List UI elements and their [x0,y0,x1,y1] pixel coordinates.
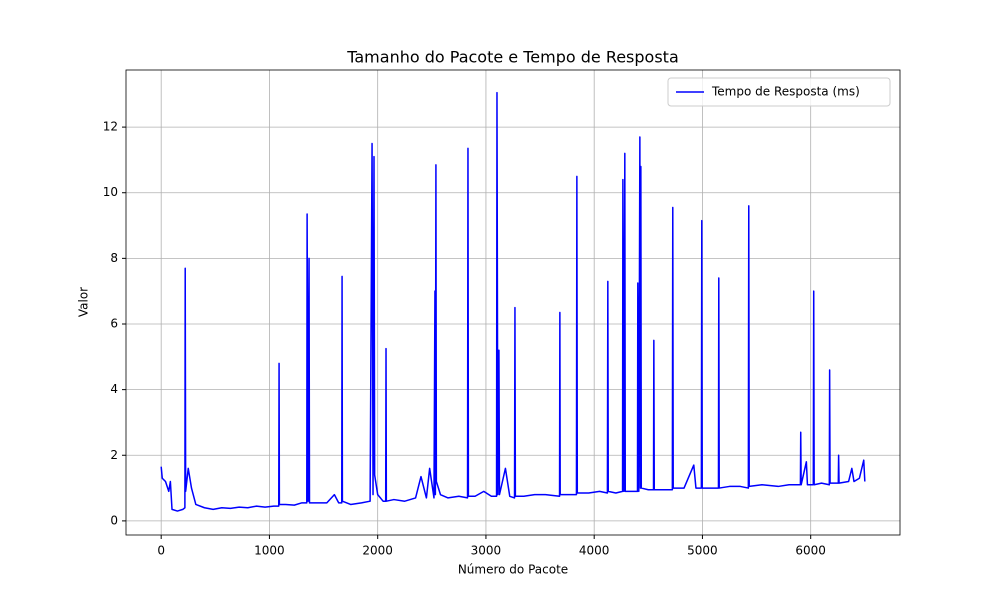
x-axis-label: Número do Pacote [458,563,568,577]
legend-box [667,77,891,107]
line [160,91,866,512]
chart-title: Tamanho do Pacote e Tempo de Resposta [346,48,679,67]
x-tick-label: 1000 [254,544,285,558]
y-tick-label: 4 [110,382,118,396]
x-tick-label: 5000 [687,544,718,558]
y-axis-label: Valor [77,287,91,317]
y-tick-label: 12 [103,120,118,134]
y-tick-label: 6 [110,316,118,330]
y-tick-label: 2 [110,448,118,462]
plot-frame [125,69,901,536]
x-tick-label: 6000 [795,544,826,558]
y-tick-label: 0 [110,513,118,527]
x-tick-label: 0 [157,544,165,558]
x-tick-label: 2000 [362,544,393,558]
x-tick-label: 4000 [579,544,610,558]
legend-label: Tempo de Resposta (ms) [711,85,860,99]
y-tick-label: 8 [110,251,118,265]
x-tick-label: 3000 [471,544,502,558]
y-tick-label: 10 [103,185,118,199]
